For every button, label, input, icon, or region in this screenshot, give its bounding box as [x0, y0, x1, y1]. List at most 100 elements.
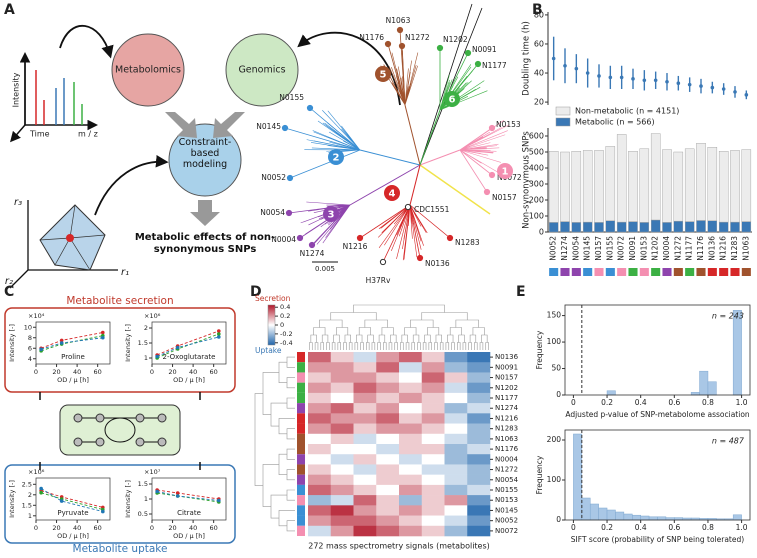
bar-segment — [707, 146, 718, 221]
point — [631, 77, 635, 81]
y-tick-label: 100 — [529, 212, 544, 221]
bar-segment — [639, 222, 650, 233]
colorbar-label: 0 — [280, 321, 284, 329]
fit-line — [40, 332, 103, 349]
heat-cell — [444, 525, 468, 537]
axis-label: m / z — [78, 130, 98, 139]
chart-title: Proline — [61, 353, 85, 361]
y-tick-label: 6 — [28, 344, 32, 352]
point — [101, 335, 105, 340]
row-label: N1272 — [495, 466, 518, 474]
hist-bar — [648, 516, 658, 521]
model-node — [168, 123, 242, 197]
heat-cell — [399, 505, 423, 516]
clade-badge — [384, 185, 400, 201]
x-tick-label: 1.0 — [736, 523, 748, 532]
bar-segment — [628, 221, 638, 233]
point — [155, 354, 159, 359]
axis-label: Adjusted p-value of SNP-metabolome assoc… — [565, 410, 750, 419]
point — [217, 329, 221, 333]
heat-cell — [421, 484, 445, 496]
tree-branch — [311, 204, 351, 246]
row-label: N0136 — [495, 353, 519, 361]
y-axis-label: Frequency — [535, 330, 544, 369]
y-tick-label: 200 — [547, 435, 562, 444]
secretion-box — [4, 307, 236, 393]
x-tick-label: 40 — [189, 524, 197, 532]
heat-cell — [467, 464, 491, 475]
bar-segment — [560, 151, 570, 222]
bar-segment — [594, 222, 604, 233]
point — [585, 71, 590, 75]
point — [101, 509, 105, 514]
heat-cell — [330, 505, 354, 516]
x-tick-label: 0.2 — [601, 523, 613, 532]
x-tick-label: 20 — [52, 524, 60, 532]
row-label: N0145 — [495, 506, 518, 514]
tree-branch — [289, 149, 361, 179]
bar-segment — [616, 134, 627, 223]
leaf-dot — [286, 174, 294, 182]
heat-cell — [421, 433, 445, 445]
heat-cell — [421, 372, 445, 383]
bar-segment — [582, 150, 593, 223]
point — [710, 85, 715, 90]
leaf-dot — [488, 124, 496, 132]
heat-cell — [399, 433, 423, 445]
x-tick-label: 0.6 — [668, 523, 680, 532]
bar-segment — [616, 221, 627, 233]
heat-cell — [308, 403, 332, 414]
row-color — [297, 454, 305, 465]
heat-cell — [308, 484, 332, 496]
x-tick-label: 0 — [150, 368, 154, 376]
heat-cell — [421, 474, 445, 486]
bar-segment — [684, 148, 695, 222]
y-axis-label: Intensity [-] — [8, 480, 16, 518]
bar-segment — [673, 220, 684, 233]
heat-cell — [308, 413, 332, 424]
heat-cell — [421, 392, 445, 404]
clade-swatch — [662, 268, 672, 276]
leaf-label: N0136 — [425, 259, 450, 268]
x-tick-label: N1063 — [741, 236, 750, 261]
x-tick-label: 0 — [571, 523, 576, 532]
plot-frame — [35, 321, 111, 365]
metabolomics-node — [111, 33, 185, 107]
leaf-dot — [464, 49, 472, 57]
y-axis-label: Frequency — [535, 455, 544, 494]
row-label: N0091 — [495, 363, 518, 371]
heat-cell — [467, 352, 491, 363]
leaf-label: N1216 — [343, 242, 368, 251]
heat-cell — [353, 433, 377, 445]
axis-label: OD / μ [h] — [57, 376, 89, 384]
bar-segment — [684, 221, 695, 233]
row-label: N0004 — [495, 455, 519, 463]
y-axis-label: Intensity — [12, 72, 21, 107]
bar-segment — [639, 148, 650, 223]
bar-segment — [741, 149, 752, 222]
leaf-label: N1063 — [386, 16, 411, 25]
heat-cell — [444, 474, 468, 486]
leaf-dot — [474, 60, 482, 68]
heat-cell — [308, 464, 332, 475]
x-tick-label: 40 — [73, 368, 81, 376]
y-tick-label: 100 — [547, 337, 562, 346]
x-tick-label: 0.6 — [668, 398, 680, 407]
dendrogram — [309, 304, 489, 350]
uptake-box — [4, 464, 236, 544]
leaf-label: N1283 — [455, 238, 480, 247]
tree-branch — [459, 149, 488, 193]
heat-cell — [353, 484, 377, 496]
x-tick-label: N0153 — [639, 236, 648, 261]
panel-letter: B — [532, 2, 543, 18]
row-color — [297, 464, 305, 475]
y-tick-label: 400 — [529, 164, 544, 173]
clade-swatch — [730, 268, 740, 276]
heat-cell — [330, 413, 354, 424]
effects-label: Metabolic effects of non-synonymous SNPs — [134, 232, 276, 255]
clade-swatch — [651, 268, 661, 276]
point — [574, 66, 579, 71]
heat-cell — [399, 413, 423, 424]
hist-bar — [640, 515, 650, 521]
point — [665, 79, 669, 84]
